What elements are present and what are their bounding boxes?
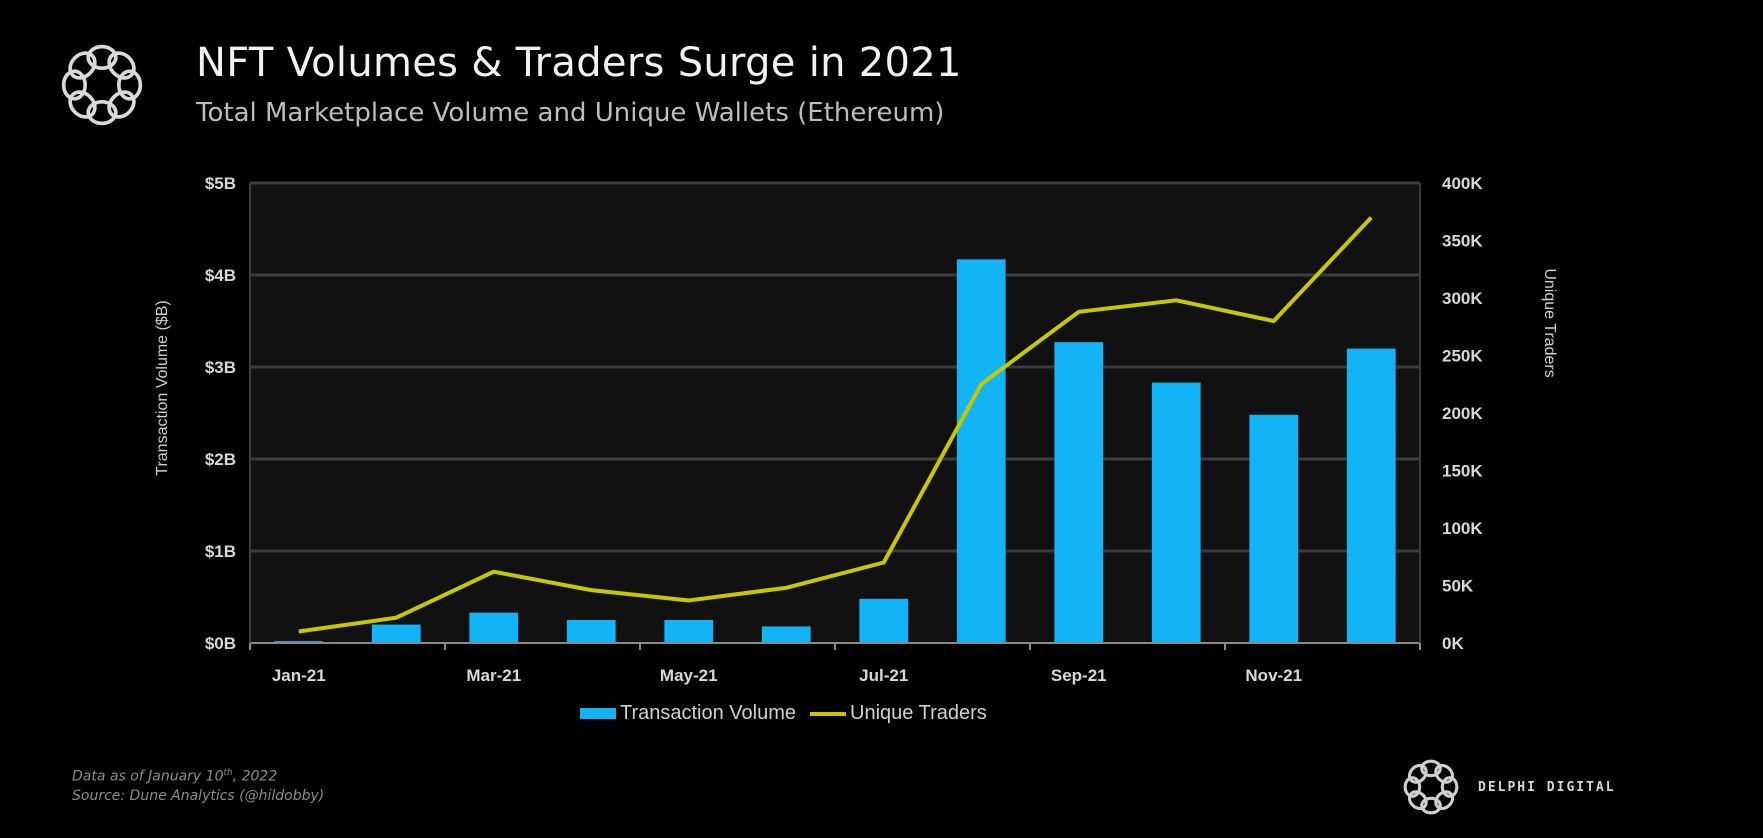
bar-nov-21	[1249, 414, 1299, 643]
logo-loop	[107, 51, 136, 80]
x-tick-label: Jan-21	[272, 666, 326, 685]
right-axis-title: Unique Traders	[1541, 268, 1558, 377]
bar-mar-21	[469, 612, 519, 643]
right-tick-label: 100K	[1442, 519, 1483, 538]
left-axis-title: Transaction Volume ($B)	[154, 300, 171, 475]
footnote: Data as of January 10th, 2022 Source: Du…	[72, 764, 324, 806]
bar-dec-21	[1346, 348, 1396, 643]
left-tick-label: $1B	[205, 542, 236, 561]
source-note: Source: Dune Analytics (@hildobby)	[72, 787, 325, 804]
logo-loop	[1407, 763, 1428, 784]
x-axis-ticks: Jan-21 Mar-21 May-21 Jul-21 Sep-21 Nov-21	[272, 666, 1302, 685]
legend-swatch-line	[810, 711, 847, 716]
right-tick-label: 50K	[1442, 577, 1474, 596]
bar-aug-21	[956, 259, 1006, 643]
left-tick-label: $4B	[205, 266, 236, 285]
gridlines	[250, 181, 1420, 553]
brand: DELPHI DIGITAL	[1400, 752, 1616, 822]
legend-label: Unique Traders	[850, 702, 987, 724]
logo-loop	[68, 51, 97, 80]
left-tick-label: $2B	[205, 450, 236, 469]
bar-series	[274, 259, 1396, 643]
brand-name: DELPHI DIGITAL	[1478, 779, 1616, 795]
x-tick-label: May-21	[660, 666, 718, 685]
bar-jun-21	[761, 626, 811, 643]
bar-apr-21	[566, 620, 616, 643]
left-axis-ticks: $0B $1B $2B $3B $4B $5B	[205, 174, 236, 653]
legend-swatch-bar	[580, 708, 616, 719]
bar-sep-21	[1054, 342, 1104, 643]
logo-loop	[68, 90, 97, 119]
logo-loop	[86, 44, 118, 71]
x-tick-label: Mar-21	[466, 666, 521, 685]
legend-item-transaction-volume[interactable]: Transaction Volume	[580, 702, 796, 725]
axes	[249, 183, 1421, 650]
delphi-logo-icon	[1403, 759, 1459, 815]
legend: Transaction Volume Unique Traders	[580, 702, 987, 725]
logo-loop	[1407, 790, 1428, 811]
x-tick-label: Sep-21	[1051, 666, 1107, 685]
right-tick-label: 350K	[1442, 232, 1483, 251]
left-tick-label: $0B	[205, 634, 236, 653]
chart-title: NFT Volumes & Traders Surge in 2021	[196, 40, 962, 86]
unique-traders-line	[298, 216, 1373, 634]
right-tick-label: 150K	[1442, 462, 1483, 481]
right-tick-label: 200K	[1442, 404, 1483, 423]
line-series	[298, 216, 1373, 634]
right-tick-label: 300K	[1442, 289, 1483, 308]
chart-subtitle: Total Marketplace Volume and Unique Wall…	[196, 98, 945, 128]
logo-loop	[1420, 796, 1442, 815]
logo-loop	[107, 90, 136, 119]
bar-jul-21	[859, 598, 909, 643]
logo-loop	[86, 99, 118, 126]
bar-feb-21	[371, 624, 421, 643]
logo-loop	[1434, 790, 1455, 811]
logo-loop	[1434, 763, 1455, 784]
right-tick-label: 400K	[1442, 174, 1483, 193]
right-axis-ticks: 0K 50K 100K 150K 200K 250K 300K 350K 400K	[1442, 174, 1483, 653]
logo-loop	[61, 69, 88, 101]
bar-oct-21	[1151, 382, 1201, 643]
plot-area	[250, 183, 1420, 643]
right-tick-label: 250K	[1442, 347, 1483, 366]
left-tick-label: $3B	[205, 358, 236, 377]
bar-may-21	[664, 620, 714, 643]
right-tick-label: 0K	[1442, 634, 1464, 653]
x-tick-label: Jul-21	[859, 666, 908, 685]
x-tick-label: Nov-21	[1245, 666, 1302, 685]
legend-item-unique-traders[interactable]: Unique Traders	[810, 702, 987, 725]
left-tick-label: $5B	[205, 174, 236, 193]
logo-loop	[1403, 776, 1422, 798]
logo-loop	[1420, 759, 1442, 778]
logo-loop	[116, 69, 143, 101]
data-date-note: Data as of January 10th, 2022	[72, 768, 278, 785]
logo-loop	[1440, 776, 1459, 798]
legend-label: Transaction Volume	[620, 702, 797, 724]
delphi-logo-icon	[61, 44, 143, 126]
